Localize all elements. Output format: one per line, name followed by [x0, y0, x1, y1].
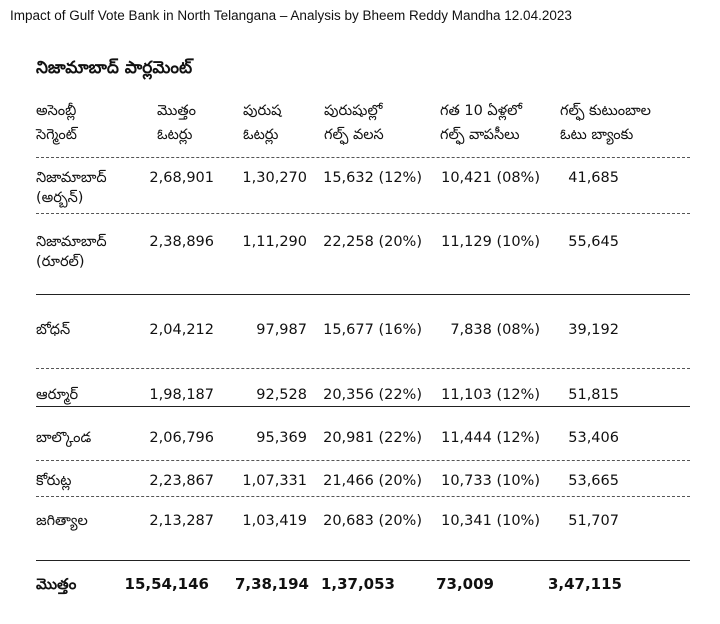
returnees-cell: 11,444 (12%)	[441, 430, 540, 446]
total-voters-cell: 2,23,867	[149, 473, 214, 489]
gulf-migration-cell: 21,466 (20%)	[323, 473, 422, 489]
row-separator	[36, 460, 690, 461]
male-voters-cell: 97,987	[256, 322, 307, 338]
row-separator	[36, 496, 690, 497]
row-separator	[36, 157, 690, 158]
gulf-migration-cell: 20,981 (22%)	[323, 430, 422, 446]
vote-bank-cell: 51,815	[568, 387, 619, 403]
segment-name-cell: కోరుట్ల	[36, 473, 72, 489]
header-gulf-migration: పురుషుల్లో గల్ఫ్ వలస	[324, 103, 384, 143]
male-voters-cell: 1,11,290	[242, 234, 307, 250]
total-voters-cell: 2,68,901	[149, 170, 214, 186]
vote-bank-cell: 51,707	[568, 513, 619, 529]
row-separator	[36, 368, 690, 369]
total-total-voters-cell: 15,54,146	[124, 575, 209, 593]
male-voters-cell: 1,30,270	[242, 170, 307, 186]
total-label: మొత్తం	[36, 575, 77, 593]
returnees-cell: 11,103 (12%)	[441, 387, 540, 403]
male-voters-cell: 1,07,331	[242, 473, 307, 489]
header-segment: అసెంబ్లీ సెగ్మెంట్	[36, 103, 77, 143]
segment-name-cell: నిజామాబాద్ (అర్బన్)	[36, 170, 107, 206]
segment-name-cell: బోధన్	[36, 322, 71, 338]
row-separator	[36, 213, 690, 214]
gulf-migration-cell: 15,632 (12%)	[323, 170, 422, 186]
total-vote-bank-cell: 3,47,115	[547, 575, 622, 593]
vote-bank-cell: 39,192	[568, 322, 619, 338]
total-voters-cell: 1,98,187	[149, 387, 214, 403]
returnees-cell: 7,838 (08%)	[450, 322, 540, 338]
header-total-voters: మొత్తం ఓటర్లు	[157, 103, 196, 143]
vote-bank-cell: 53,406	[568, 430, 619, 446]
total-voters-cell: 2,13,287	[149, 513, 214, 529]
returnees-cell: 11,129 (10%)	[441, 234, 540, 250]
vote-bank-cell: 53,665	[568, 473, 619, 489]
segment-name-cell: జగిత్యాల	[36, 513, 88, 529]
report-heading: Impact of Gulf Vote Bank in North Telang…	[10, 8, 572, 23]
total-voters-cell: 2,38,896	[149, 234, 214, 250]
header-vote-bank: గల్ఫ్ కుటుంబాల ఓటు బ్యాంకు	[560, 103, 651, 143]
male-voters-cell: 1,03,419	[242, 513, 307, 529]
vote-bank-cell: 41,685	[568, 170, 619, 186]
segment-name-cell: ఆర్మూర్	[36, 387, 79, 403]
header-returnees: గత 10 ఏళ్లలో గల్ఫ్ వాపసీలు	[440, 103, 522, 143]
header-male-voters: పురుష ఓటర్లు	[243, 103, 282, 143]
row-separator	[36, 406, 690, 407]
male-voters-cell: 95,369	[256, 430, 307, 446]
page-title: నిజామాబాద్ పార్లమెంట్	[36, 58, 193, 78]
row-separator	[36, 560, 690, 561]
vote-bank-cell: 55,645	[568, 234, 619, 250]
gulf-migration-cell: 15,677 (16%)	[323, 322, 422, 338]
gulf-migration-cell: 20,356 (22%)	[323, 387, 422, 403]
returnees-cell: 10,421 (08%)	[441, 170, 540, 186]
returnees-cell: 10,341 (10%)	[441, 513, 540, 529]
returnees-cell: 10,733 (10%)	[441, 473, 540, 489]
gulf-migration-cell: 20,683 (20%)	[323, 513, 422, 529]
total-voters-cell: 2,06,796	[149, 430, 214, 446]
row-separator	[36, 294, 690, 295]
gulf-migration-cell: 22,258 (20%)	[323, 234, 422, 250]
total-returnees-cell: 73,009	[436, 575, 494, 593]
total-male-voters-cell: 7,38,194	[234, 575, 309, 593]
segment-name-cell: బాల్కొండ	[36, 430, 92, 446]
total-gulf-migration-cell: 1,37,053	[320, 575, 395, 593]
male-voters-cell: 92,528	[256, 387, 307, 403]
total-voters-cell: 2,04,212	[149, 322, 214, 338]
segment-name-cell: నిజామాబాద్ (రూరల్)	[36, 234, 107, 270]
